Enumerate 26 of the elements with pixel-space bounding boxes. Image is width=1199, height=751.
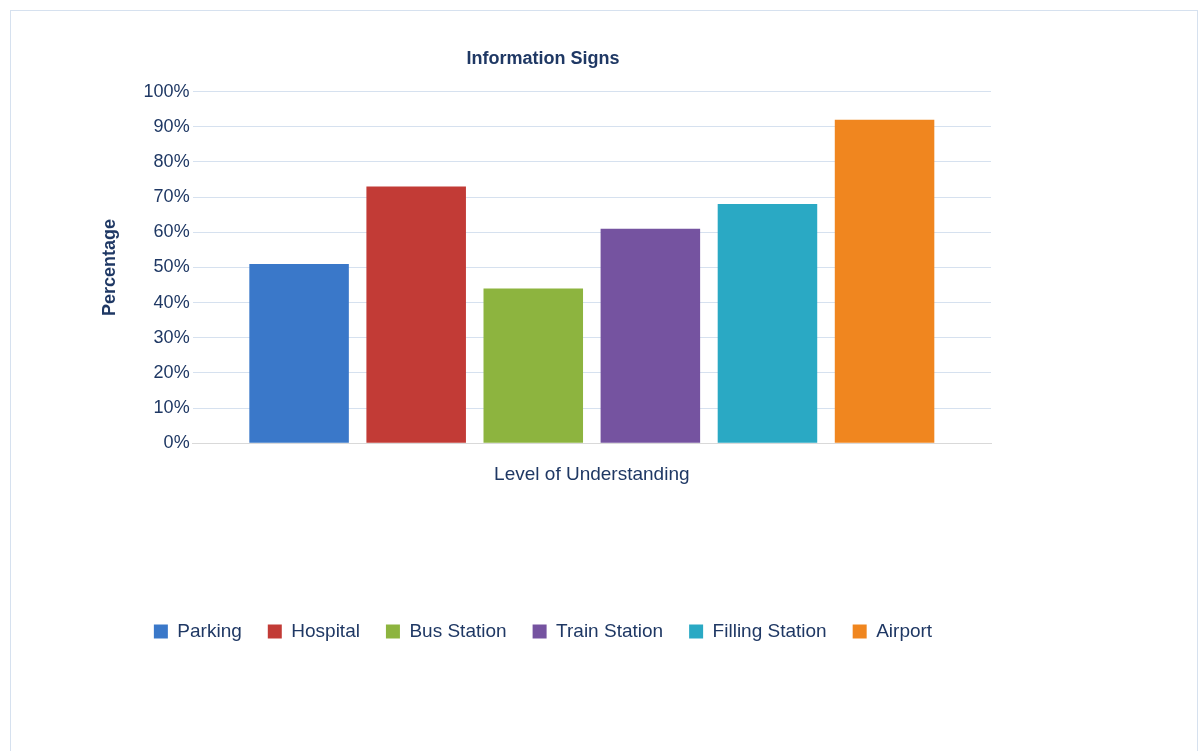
bar	[249, 263, 349, 443]
y-tick-label: 90%	[153, 115, 190, 136]
bar	[600, 228, 701, 443]
y-tick-label: 100%	[143, 80, 190, 101]
y-tick-label: 30%	[153, 326, 190, 347]
legend-label: Airport	[876, 619, 933, 641]
y-tick-label: 50%	[153, 256, 190, 277]
y-tick-label: 20%	[153, 361, 190, 382]
legend-label: Bus Station	[409, 619, 507, 641]
y-axis-title: Percentage	[98, 218, 119, 316]
y-tick-label: 60%	[153, 221, 190, 242]
y-tick-label: 80%	[153, 150, 190, 171]
y-tick-label: 10%	[153, 397, 190, 418]
bar	[834, 119, 935, 443]
x-axis-title: Level of Understanding	[494, 462, 690, 484]
bar	[366, 186, 466, 443]
y-tick-label: 70%	[153, 186, 190, 207]
bar	[483, 288, 584, 443]
y-tick-label: 0%	[163, 432, 190, 453]
legend-label: Filling Station	[712, 619, 827, 641]
chart-title: Information Signs	[466, 47, 620, 68]
bar	[717, 204, 818, 443]
legend-label: Train Station	[556, 619, 664, 641]
legend-label: Parking	[177, 619, 242, 641]
legend-label: Hospital	[291, 619, 360, 641]
y-tick-label: 40%	[153, 291, 190, 312]
